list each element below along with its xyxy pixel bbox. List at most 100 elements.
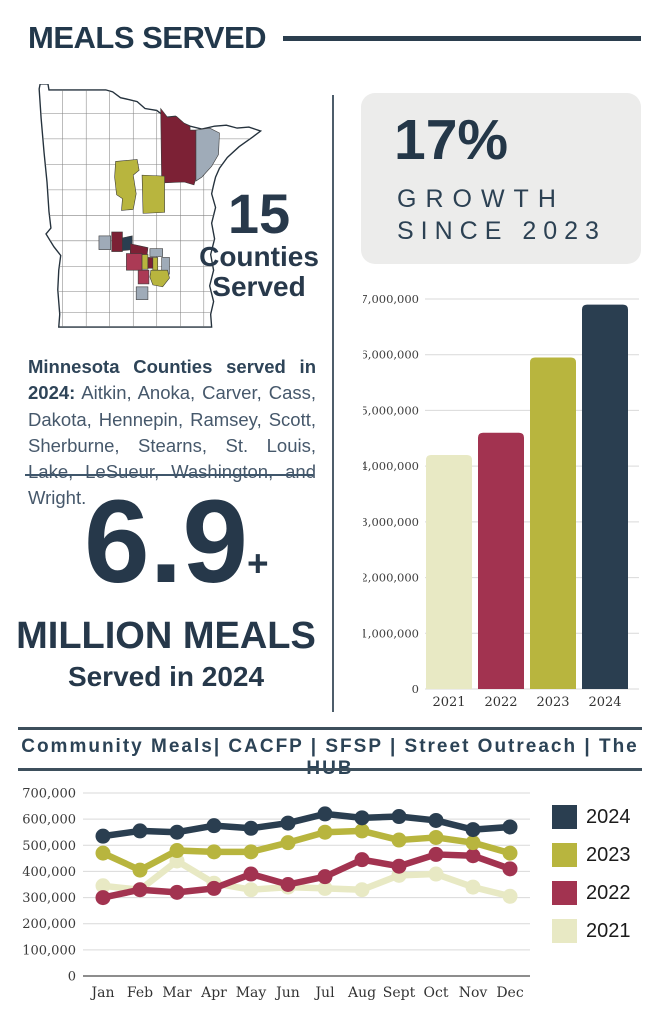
county-st-louis	[160, 107, 197, 186]
county-cass	[114, 159, 140, 211]
bar-ytick-label: 4,000,000	[363, 459, 419, 473]
point-2024	[280, 815, 296, 831]
county-patch-slate-1	[98, 235, 111, 250]
point-2024	[391, 809, 407, 825]
bar-ytick-label: 7,000,000	[363, 292, 419, 306]
plus-sign: +	[247, 543, 269, 584]
counties-count: 15	[227, 182, 291, 245]
county-patch-olive-3	[149, 269, 170, 288]
county-patch-olive-1	[141, 254, 149, 270]
point-2022	[95, 890, 111, 906]
point-2023	[317, 824, 333, 840]
line-series-2023	[99, 827, 514, 874]
bar-chart-svg: 0 1,000,000 2,000,000 3,000,000 4,000,000 5,0…	[360, 292, 639, 710]
point-2023	[206, 844, 222, 860]
title-rule	[283, 36, 641, 41]
line-xtick-label: Aug	[347, 985, 376, 1001]
bar-xtick-label: 2023	[536, 695, 569, 710]
line-ytick-label: 200,000	[22, 917, 76, 932]
point-2024	[465, 822, 481, 838]
line-xtick-label: Apr	[200, 985, 227, 1001]
bar-2024	[582, 304, 628, 689]
bar-xtick-label: 2022	[484, 695, 517, 710]
point-2021	[502, 888, 518, 904]
point-2021	[354, 882, 370, 898]
line-ytick-label: 600,000	[22, 813, 76, 828]
point-2023	[354, 823, 370, 839]
bar-xtick-label: 2021	[432, 695, 465, 710]
line-xtick-label: Dec	[496, 985, 524, 1001]
legend-swatch-2022	[552, 881, 577, 905]
county-patch-slate-4	[135, 286, 149, 300]
counties-served-stat: 15 Counties Served	[185, 186, 333, 301]
point-2022	[465, 848, 481, 864]
county-patch-olive-2	[152, 257, 159, 271]
line-xtick-label: Feb	[127, 985, 153, 1001]
programs-list: Community Meals| CACFP | SFSP | Street O…	[21, 736, 639, 779]
point-2024	[502, 819, 518, 835]
page-title: MEALS SERVED	[28, 20, 267, 55]
line-xtick-label: Sept	[383, 985, 416, 1001]
growth-callout-box: 17% GROWTH SINCE 2023	[361, 93, 641, 264]
point-2023	[132, 862, 148, 878]
line-chart-svg: 0 100,000 200,000 300,000 400,000 500,000 600,…	[22, 787, 631, 1002]
line-ytick-label: 300,000	[22, 891, 76, 906]
line-xtick-label: Jul	[313, 985, 335, 1001]
bar-ytick-label: 0	[412, 682, 419, 696]
line-xtick-label: Mar	[162, 985, 192, 1001]
point-2021	[428, 866, 444, 882]
county-patch-crimson-1	[126, 253, 143, 271]
legend-label-2024: 2024	[586, 806, 631, 828]
point-2023	[465, 835, 481, 851]
legend-label-2023: 2023	[586, 844, 631, 866]
point-2024	[428, 812, 444, 828]
legend-swatch-2021	[552, 919, 577, 943]
point-2023	[502, 845, 518, 861]
point-2024	[169, 824, 185, 840]
million-meals-label: MILLION MEALS	[16, 615, 316, 657]
point-2024	[317, 806, 333, 822]
county-aitkin	[141, 174, 165, 214]
highlighted-counties	[98, 107, 220, 300]
point-2022	[280, 877, 296, 892]
county-list-paragraph: Minnesota Counties served in 2024: Aitki…	[28, 354, 316, 512]
annual-meals-bar-chart: 0 1,000,000 2,000,000 3,000,000 4,000,000 5,0…	[360, 285, 643, 715]
served-word: Served	[212, 270, 306, 302]
legend-label-2022: 2022	[586, 882, 631, 904]
bar-2023	[530, 357, 576, 689]
point-2022	[391, 858, 407, 874]
line-ytick-label: 100,000	[22, 943, 76, 958]
county-patch-slate-2	[149, 248, 163, 257]
growth-percent: 17%	[394, 108, 509, 172]
line-ytick-label: 500,000	[22, 839, 76, 854]
bar-2021	[426, 455, 472, 689]
point-2023	[169, 843, 185, 859]
point-2024	[243, 820, 259, 836]
bar-xtick-label: 2024	[588, 695, 621, 710]
point-2023	[243, 844, 259, 860]
legend-label-2021: 2021	[586, 920, 631, 942]
line-ytick-label: 700,000	[22, 787, 76, 802]
county-list-names: Aitkin, Anoka, Carver, Cass, Dakota, Hen…	[28, 382, 316, 509]
counties-word: Counties	[199, 241, 319, 272]
growth-word: GROWTH	[397, 185, 565, 213]
line-xtick-label: Jan	[90, 985, 115, 1001]
programs-rule-top	[18, 727, 642, 730]
line-xtick-label: Oct	[424, 985, 449, 1001]
growth-since-label: SINCE 2023	[397, 217, 606, 245]
programs-rule-bottom	[18, 768, 642, 771]
point-2022	[132, 882, 148, 898]
bar-2022	[478, 432, 524, 689]
point-2021	[465, 879, 481, 895]
point-2023	[280, 835, 296, 851]
county-list-intro: Minnesota Counties served in 2024:	[28, 356, 316, 404]
line-xtick-label: Jun	[274, 985, 300, 1001]
point-2023	[428, 829, 444, 845]
bar-ytick-label: 6,000,000	[363, 348, 419, 362]
legend-swatch-2024	[552, 805, 577, 829]
point-2021	[317, 880, 333, 896]
county-patch-maroon-1	[111, 231, 123, 252]
point-2021	[169, 853, 185, 869]
left-column-rule	[25, 474, 313, 476]
